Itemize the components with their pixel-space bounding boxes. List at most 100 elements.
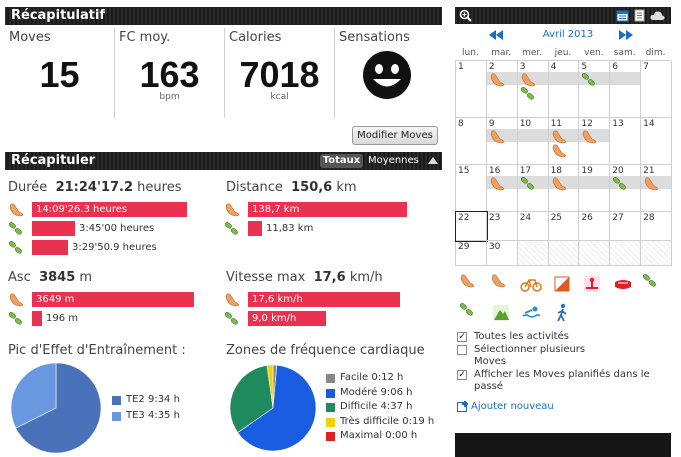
calendar-day[interactable]: 10	[517, 118, 549, 165]
day-number: 26	[581, 213, 593, 223]
tab-totals[interactable]: Totaux	[320, 154, 363, 168]
weekday-label: dim.	[645, 48, 666, 58]
add-new-link[interactable]: Ajouter nouveau	[471, 401, 554, 412]
list-view-icon[interactable]	[633, 9, 646, 22]
calendar-day[interactable]: 9	[486, 118, 518, 165]
duration-bar-label: 3:45'00 heures	[79, 223, 155, 234]
swimming-icon[interactable]	[520, 302, 542, 324]
day-number: 4	[550, 62, 557, 72]
speed-value: 17,6	[313, 270, 346, 285]
running-shoe-icon[interactable]	[489, 129, 505, 148]
hr-chart-title: Zones de fréquence cardiaque	[226, 343, 425, 358]
day-number: 5	[581, 62, 588, 72]
day-number: 3	[519, 62, 526, 72]
running-shoe-icon[interactable]	[520, 72, 536, 91]
calendar-day[interactable]: 24	[517, 212, 549, 241]
calendar-day[interactable]: 20	[610, 165, 642, 212]
calendar-day[interactable]: 7	[641, 61, 672, 118]
calendar-day[interactable]: 29	[456, 241, 487, 266]
calendar-day[interactable]: 4	[548, 61, 580, 118]
running-shoe-icon[interactable]	[489, 72, 505, 91]
running-shoe-icon[interactable]	[489, 176, 505, 195]
duration-value: 21:24'17.2	[55, 180, 134, 195]
calendar-day[interactable]: 22	[455, 211, 488, 242]
walking-icon[interactable]	[551, 302, 573, 324]
day-number: 30	[488, 242, 501, 252]
day-number: 1	[458, 62, 464, 72]
weekday-label: lun.	[462, 48, 479, 58]
calendar-day[interactable]: 23	[486, 212, 518, 241]
running-shoe-icon[interactable]	[551, 176, 567, 195]
speed-bar-label: 17,6 km/h	[252, 294, 303, 305]
weights-icon[interactable]	[612, 273, 634, 295]
calendar-day[interactable]: 25	[548, 212, 580, 241]
next-month-icon[interactable]	[619, 30, 633, 40]
calendar-day[interactable]: 14	[641, 118, 672, 165]
calendar-month-title: Avril 2013	[542, 29, 594, 40]
trekking-icon[interactable]	[520, 176, 536, 195]
trekking-icon[interactable]	[520, 86, 536, 105]
zoom-in-icon[interactable]	[459, 9, 472, 22]
running-shoe-icon[interactable]	[551, 143, 567, 162]
tab-averages[interactable]: Moyennes	[368, 155, 419, 166]
calendar-day[interactable]	[641, 241, 672, 266]
trekking-icon[interactable]	[612, 176, 628, 195]
orienteering-icon[interactable]	[551, 273, 573, 295]
add-new-icon[interactable]	[457, 401, 469, 412]
smiley-icon	[363, 51, 411, 99]
calendar-day[interactable]: 21	[641, 165, 672, 212]
calendar-day[interactable]: 19	[579, 165, 611, 212]
calendar-day[interactable]	[548, 241, 580, 266]
fitness-icon[interactable]	[581, 273, 603, 295]
calendar-day[interactable]: 18	[548, 165, 580, 212]
trekking-icon[interactable]	[642, 273, 664, 295]
calendar-day[interactable]: 16	[486, 165, 518, 212]
edit-moves-button[interactable]: Modifier Moves	[352, 126, 438, 145]
calendar-day[interactable]: 1	[456, 61, 487, 118]
calendar-day[interactable]: 2	[486, 61, 518, 118]
calendar-day[interactable]	[610, 241, 642, 266]
running-shoe-icon	[8, 292, 24, 307]
running-shoe-icon[interactable]	[459, 273, 481, 295]
calendar-day[interactable]	[579, 241, 611, 266]
collapse-triangle-icon[interactable]	[428, 156, 438, 164]
prev-month-icon[interactable]	[489, 30, 503, 40]
calendar-day[interactable]: 15	[456, 165, 487, 212]
weekday-label: sam.	[613, 48, 636, 58]
cloud-icon[interactable]	[650, 10, 665, 21]
te-chart-title: Pic d'Effet d'Entraînement :	[8, 343, 186, 358]
calendar-day[interactable]: 12	[579, 118, 611, 165]
calendar-day[interactable]: 26	[579, 212, 611, 241]
running-shoe-icon[interactable]	[581, 129, 597, 148]
trekking-icon[interactable]	[581, 72, 597, 91]
calendar-day[interactable]: 5	[579, 61, 611, 118]
calendar-day[interactable]: 13	[610, 118, 642, 165]
calendar-day[interactable]: 17	[517, 165, 549, 212]
duration-bar-label: 3:29'50.9 heures	[72, 242, 157, 253]
all-activities-checkbox[interactable]: ✓	[457, 332, 467, 342]
running-shoe-icon	[8, 202, 24, 217]
stat-label: FC moy.	[119, 30, 171, 45]
calendar-day[interactable]: 6	[610, 61, 642, 118]
running-shoe-icon[interactable]	[551, 129, 567, 148]
day-number: 7	[643, 62, 649, 72]
day-number: 19	[581, 166, 593, 176]
show-planned-checkbox[interactable]: ✓	[457, 370, 467, 380]
calendar-view-icon[interactable]	[616, 9, 629, 22]
calendar-day[interactable]: 30	[486, 241, 518, 266]
calendar-day[interactable]: 11	[548, 118, 580, 165]
calendar-day[interactable]: 3	[517, 61, 549, 118]
cycling-icon[interactable]	[520, 273, 542, 295]
mountain-icon[interactable]	[490, 302, 512, 324]
running-shoe-icon[interactable]	[643, 176, 659, 195]
trekking-icon[interactable]	[459, 302, 481, 324]
legend-swatch	[326, 432, 335, 441]
calendar-day[interactable]: 8	[456, 118, 487, 165]
legend-label: Maximal 0:00 h	[340, 430, 418, 441]
calendar-day[interactable]	[517, 241, 549, 266]
calendar-day[interactable]: 27	[610, 212, 642, 241]
legend-label: Difficile 4:37 h	[340, 401, 413, 412]
calendar-day[interactable]: 28	[641, 212, 672, 241]
select-multiple-checkbox[interactable]	[457, 345, 467, 355]
running-icon[interactable]	[490, 273, 512, 295]
